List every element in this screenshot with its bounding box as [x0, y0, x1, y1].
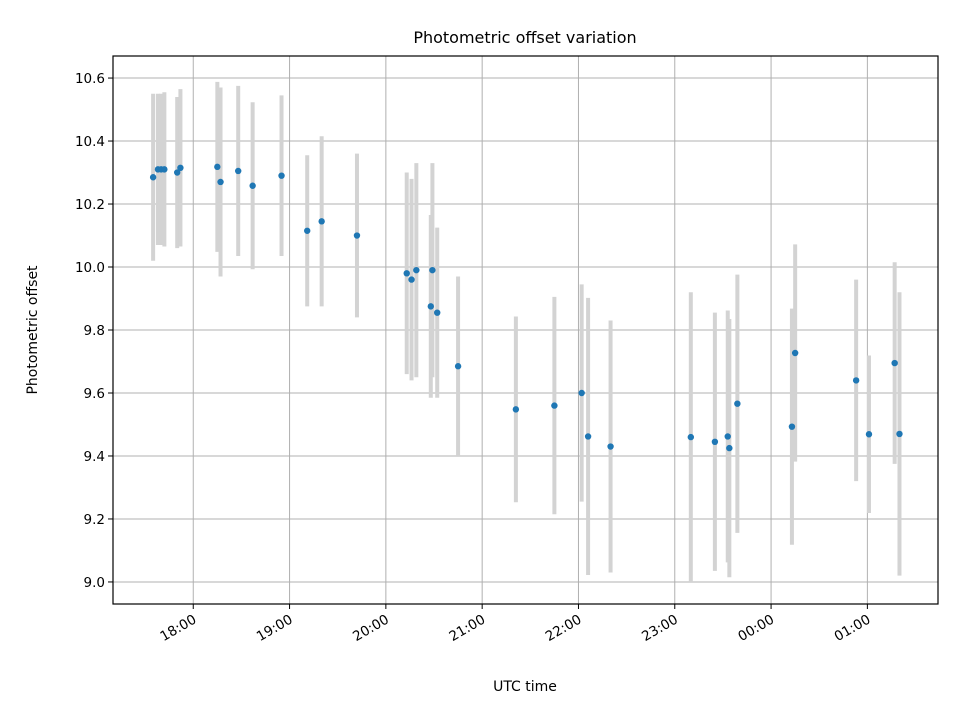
y-tick-label: 10.6 — [75, 71, 105, 87]
data-point — [304, 227, 311, 234]
data-point — [891, 359, 898, 367]
data-point — [161, 166, 168, 173]
data-points — [149, 163, 903, 452]
x-axis-label: UTC time — [493, 679, 557, 695]
data-point — [353, 232, 361, 239]
data-point — [427, 303, 435, 310]
data-point — [214, 163, 221, 171]
data-point — [249, 182, 256, 189]
y-tick-label: 10.0 — [75, 260, 105, 276]
data-point — [734, 400, 741, 407]
y-axis-ticks: 9.0 9.2 9.4 9.6 9.8 10.0 10.2 10.4 10.6 — [75, 71, 113, 591]
data-point — [454, 363, 462, 370]
data-point — [174, 169, 181, 176]
y-tick-label: 9.6 — [84, 386, 105, 402]
data-point — [149, 174, 157, 181]
data-point — [724, 433, 731, 440]
data-point — [788, 423, 796, 430]
y-tick-label: 10.4 — [75, 134, 105, 150]
y-tick-label: 9.4 — [84, 449, 105, 465]
data-point — [234, 167, 242, 175]
data-point — [578, 389, 585, 397]
data-point — [434, 309, 441, 316]
data-point — [512, 406, 520, 413]
data-point — [278, 172, 285, 179]
data-point — [852, 377, 860, 384]
data-point — [413, 266, 420, 274]
data-point — [177, 164, 184, 172]
data-point — [429, 266, 436, 274]
data-point — [687, 433, 695, 441]
data-point — [607, 443, 614, 450]
data-point — [551, 402, 558, 409]
chart-title: Photometric offset variation — [413, 28, 636, 47]
data-point — [318, 218, 325, 225]
data-point — [865, 431, 873, 438]
y-axis-label: Photometric offset — [25, 265, 41, 395]
y-tick-label: 9.8 — [84, 323, 105, 339]
y-tick-label: 9.0 — [84, 575, 105, 591]
data-point — [408, 276, 415, 283]
data-point — [403, 270, 410, 277]
data-point — [791, 349, 799, 357]
y-tick-label: 9.2 — [84, 512, 105, 528]
data-point — [726, 444, 733, 452]
data-point — [217, 178, 224, 186]
data-point — [584, 433, 592, 440]
data-point — [711, 438, 719, 446]
data-point — [896, 430, 903, 438]
y-tick-label: 10.2 — [75, 197, 105, 213]
